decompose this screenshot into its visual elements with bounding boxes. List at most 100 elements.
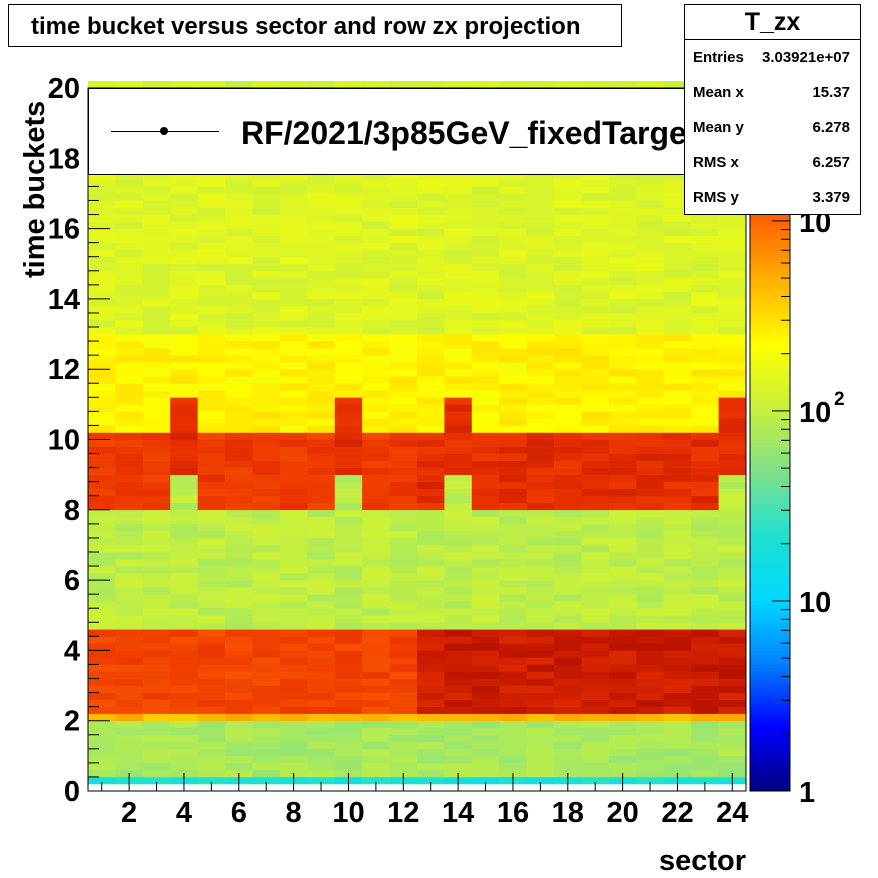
heatmap-cell xyxy=(307,397,336,405)
heatmap-cell xyxy=(499,425,527,433)
heatmap-cell xyxy=(334,734,363,743)
heatmap-cell xyxy=(362,502,390,511)
heatmap-cell xyxy=(279,397,308,405)
heatmap-cell xyxy=(499,186,527,194)
heatmap-cell xyxy=(691,425,719,433)
palette-cell xyxy=(750,731,790,736)
heatmap-cell xyxy=(225,390,253,398)
heatmap-cell xyxy=(115,284,144,293)
heatmap-cell xyxy=(115,228,144,236)
heatmap-cell xyxy=(142,418,171,426)
heatmap-cell xyxy=(170,516,198,525)
heatmap-cell xyxy=(636,467,665,475)
heatmap-cell xyxy=(115,362,144,370)
heatmap-cell xyxy=(608,713,637,721)
palette-cell xyxy=(750,660,790,665)
heatmap-cell xyxy=(471,622,500,630)
heatmap-cell xyxy=(307,446,336,454)
heatmap-cell xyxy=(526,523,555,532)
heatmap-cell xyxy=(225,720,253,729)
heatmap-cell xyxy=(554,242,582,250)
heatmap-cell xyxy=(197,573,226,581)
heatmap-cell xyxy=(225,341,253,349)
heatmap-cell xyxy=(252,432,281,440)
heatmap-cell xyxy=(636,425,665,433)
heatmap-cell xyxy=(225,650,253,658)
heatmap-cell xyxy=(663,692,692,700)
palette-cell xyxy=(750,590,790,595)
heatmap-cell xyxy=(471,643,500,651)
heatmap-cell xyxy=(417,650,445,658)
heatmap-cell xyxy=(307,629,336,637)
heatmap-cell xyxy=(170,650,198,658)
heatmap-cell xyxy=(444,671,473,679)
heatmap-cell xyxy=(362,657,390,665)
heatmap-cell xyxy=(252,573,281,581)
heatmap-cell xyxy=(663,249,692,258)
heatmap-cell xyxy=(252,755,281,764)
heatmap-cell xyxy=(389,629,418,637)
heatmap-cell xyxy=(444,235,473,243)
heatmap-cell xyxy=(608,622,637,630)
heatmap-cell xyxy=(608,650,637,658)
heatmap-cell xyxy=(142,755,171,764)
heatmap-cell xyxy=(88,193,116,201)
heatmap-cell xyxy=(225,277,253,286)
heatmap-cell xyxy=(170,734,198,743)
heatmap-cell xyxy=(691,327,719,335)
heatmap-cell xyxy=(636,327,665,335)
heatmap-cell xyxy=(636,291,665,300)
palette-cell xyxy=(750,421,790,426)
heatmap-cell xyxy=(554,369,582,377)
heatmap-cell xyxy=(636,348,665,356)
heatmap-cell xyxy=(636,622,665,630)
heatmap-cell xyxy=(663,622,692,630)
heatmap-cell xyxy=(554,615,582,623)
heatmap-cell xyxy=(718,411,747,419)
heatmap-cell xyxy=(389,270,418,279)
heatmap-cell xyxy=(197,355,226,363)
heatmap-cell xyxy=(471,207,500,215)
heatmap-cell xyxy=(279,270,308,279)
heatmap-cell xyxy=(636,769,665,778)
heatmap-cell xyxy=(225,312,253,321)
heatmap-cell xyxy=(471,284,500,293)
heatmap-cell xyxy=(225,467,253,475)
heatmap-cell xyxy=(636,214,665,222)
heatmap-cell xyxy=(362,594,390,602)
heatmap-cell xyxy=(608,692,637,700)
heatmap-cell xyxy=(444,355,473,363)
heatmap-cell xyxy=(334,369,363,377)
heatmap-cell xyxy=(718,298,747,307)
heatmap-cell xyxy=(389,369,418,377)
heatmap-cell xyxy=(636,298,665,307)
heatmap-cell xyxy=(88,587,116,595)
heatmap-cell xyxy=(279,277,308,286)
x-tick-label: 14 xyxy=(442,797,474,829)
heatmap-cell xyxy=(581,741,610,750)
heatmap-cell xyxy=(142,776,171,785)
heatmap-cell xyxy=(471,242,500,250)
heatmap-cell xyxy=(718,481,747,490)
heatmap-cell xyxy=(279,432,308,440)
palette-cell xyxy=(750,520,790,525)
heatmap-cell xyxy=(417,580,445,588)
heatmap-cell xyxy=(663,383,692,391)
heatmap-cell xyxy=(499,559,527,567)
heatmap-cell xyxy=(279,467,308,475)
heatmap-cell xyxy=(170,411,198,419)
palette-cell xyxy=(750,260,790,265)
heatmap-cell xyxy=(197,636,226,644)
heatmap-cell xyxy=(142,488,171,497)
palette-cell xyxy=(750,235,790,240)
heatmap-cell xyxy=(636,741,665,750)
heatmap-cell xyxy=(499,263,527,272)
heatmap-cell xyxy=(581,502,610,511)
heatmap-cell xyxy=(115,172,144,180)
heatmap-cell xyxy=(252,242,281,250)
heatmap-cell xyxy=(581,580,610,588)
heatmap-cell xyxy=(225,566,253,574)
heatmap-cell xyxy=(691,559,719,567)
heatmap-cell xyxy=(417,355,445,363)
heatmap-cell xyxy=(142,207,171,215)
